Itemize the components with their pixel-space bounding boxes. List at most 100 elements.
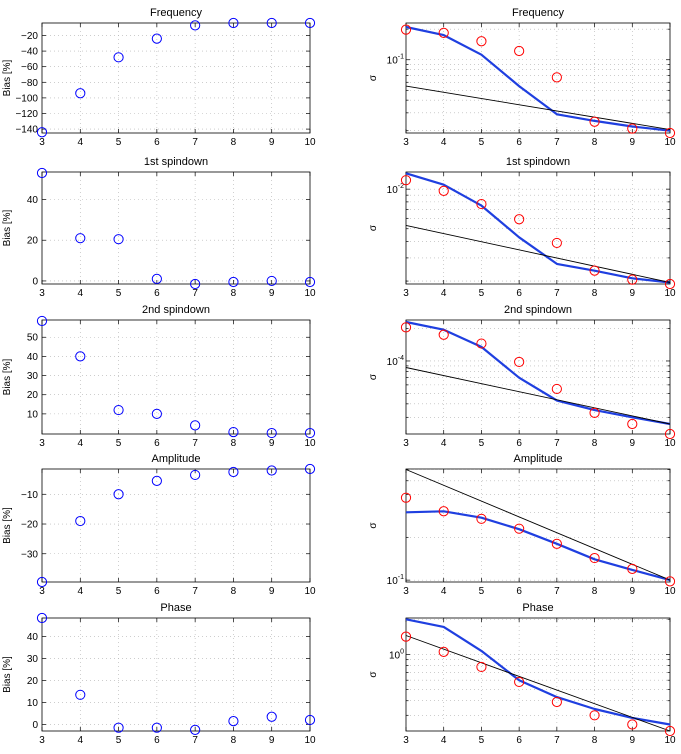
y-tick-label: 30 — [27, 654, 39, 665]
data-point-measured — [476, 513, 487, 524]
data-point-measured — [664, 278, 676, 290]
x-tick-label: 9 — [630, 137, 636, 148]
chart-panel-6: 3 4 5 6 7 8 9 10 10-4 2nd spindown σ — [368, 304, 676, 449]
y-tick-label: 10-4 — [387, 355, 404, 368]
y-tick-label: 100 — [389, 648, 404, 661]
y-tick-label: 40 — [27, 195, 39, 206]
data-point-measured — [627, 418, 638, 430]
y-axis-label: Bias [%] — [2, 358, 13, 395]
y-tick-label: 50 — [27, 333, 39, 344]
chart-panel-3: 3 4 5 6 7 8 9 10 0 20 40 1st spindown Bias [%] — [2, 156, 316, 299]
data-point-bias — [304, 427, 316, 439]
chart-title: 2nd spindown — [142, 304, 210, 316]
data-point-bias — [190, 469, 201, 481]
data-point-bias — [228, 17, 239, 29]
data-point-bias — [228, 716, 239, 727]
data-point-measured — [438, 646, 449, 657]
data-point-bias — [190, 20, 201, 31]
y-tick-label: −20 — [21, 520, 38, 531]
data-point-measured — [551, 237, 562, 249]
data-point-measured — [551, 538, 562, 549]
y-tick-label: 10-2 — [387, 183, 404, 196]
chart-panel-2: 3 4 5 6 7 8 9 10 10-1 Frequency σ — [368, 7, 676, 148]
plot-area — [405, 617, 671, 732]
x-tick-label: 7 — [554, 735, 560, 746]
data-point-measured — [514, 45, 525, 57]
y-axis-label: σ — [368, 74, 379, 81]
x-tick-label: 4 — [78, 137, 84, 148]
data-point-measured — [400, 492, 412, 503]
data-point-measured — [400, 631, 412, 642]
x-tick-label: 8 — [592, 438, 598, 449]
x-tick-label: 9 — [269, 288, 275, 299]
y-tick-label: 0 — [32, 276, 38, 287]
x-tick-label: 6 — [516, 735, 522, 746]
y-tick-label: −120 — [15, 109, 38, 120]
plot-area — [41, 468, 311, 583]
data-point-measured — [627, 123, 638, 134]
data-point-bias — [113, 722, 124, 733]
data-point-measured — [664, 576, 676, 587]
data-point-measured — [438, 27, 449, 38]
x-tick-label: 4 — [78, 288, 84, 299]
data-point-bias — [113, 489, 124, 500]
x-tick-label: 4 — [441, 586, 447, 597]
data-point-measured — [627, 719, 638, 730]
x-tick-label: 3 — [403, 438, 409, 449]
data-point-bias — [36, 315, 48, 327]
x-tick-label: 5 — [479, 137, 485, 148]
x-tick-label: 5 — [116, 288, 122, 299]
series-line-reference — [405, 85, 671, 131]
x-tick-label: 10 — [664, 586, 676, 597]
chart-title: 2nd spindown — [504, 304, 572, 316]
x-tick-label: 10 — [664, 137, 676, 148]
data-point-bias — [75, 689, 86, 700]
data-point-measured — [438, 185, 449, 196]
data-point-measured — [664, 428, 676, 440]
x-tick-label: 7 — [554, 288, 560, 299]
x-tick-label: 6 — [516, 438, 522, 449]
x-tick-label: 9 — [630, 438, 636, 449]
chart-title: Phase — [522, 602, 553, 614]
x-tick-label: 5 — [479, 288, 485, 299]
y-tick-label: 30 — [27, 371, 39, 382]
data-point-bias — [266, 427, 277, 439]
x-tick-label: 5 — [479, 438, 485, 449]
data-point-bias — [190, 278, 201, 290]
x-tick-label: 6 — [154, 137, 160, 148]
x-tick-label: 10 — [304, 137, 316, 148]
data-point-bias — [304, 714, 316, 726]
chart-panel-9: 3 4 5 6 7 8 9 10 0 10 20 30 40 Phase Bias [%] — [2, 602, 316, 746]
y-tick-label: −30 — [21, 549, 38, 560]
data-point-measured — [400, 24, 412, 35]
data-point-measured — [589, 552, 600, 564]
x-tick-label: 5 — [116, 586, 122, 597]
y-tick-label: −140 — [15, 125, 38, 136]
x-tick-label: 5 — [479, 586, 485, 597]
y-tick-label: 20 — [27, 236, 39, 247]
data-point-bias — [266, 17, 277, 29]
chart-title: Amplitude — [514, 453, 563, 465]
data-point-bias — [75, 233, 86, 244]
data-point-measured — [476, 36, 487, 47]
data-point-measured — [476, 338, 487, 349]
data-point-bias — [228, 276, 239, 288]
y-axis-label: Bias [%] — [2, 656, 13, 693]
data-point-bias — [151, 475, 162, 486]
x-tick-label: 5 — [479, 735, 485, 746]
y-tick-label: −20 — [21, 31, 38, 42]
x-tick-label: 3 — [403, 735, 409, 746]
x-tick-label: 8 — [231, 288, 237, 299]
x-tick-label: 4 — [441, 735, 447, 746]
plot-area — [405, 171, 671, 285]
x-tick-label: 3 — [403, 586, 409, 597]
x-tick-label: 9 — [630, 735, 636, 746]
data-point-bias — [113, 404, 124, 416]
x-tick-label: 6 — [516, 288, 522, 299]
x-tick-label: 7 — [192, 735, 198, 746]
x-tick-label: 8 — [592, 735, 598, 746]
x-tick-label: 8 — [231, 137, 237, 148]
series-line-curve — [405, 320, 671, 426]
plot-area — [41, 171, 311, 285]
x-tick-label: 5 — [116, 735, 122, 746]
